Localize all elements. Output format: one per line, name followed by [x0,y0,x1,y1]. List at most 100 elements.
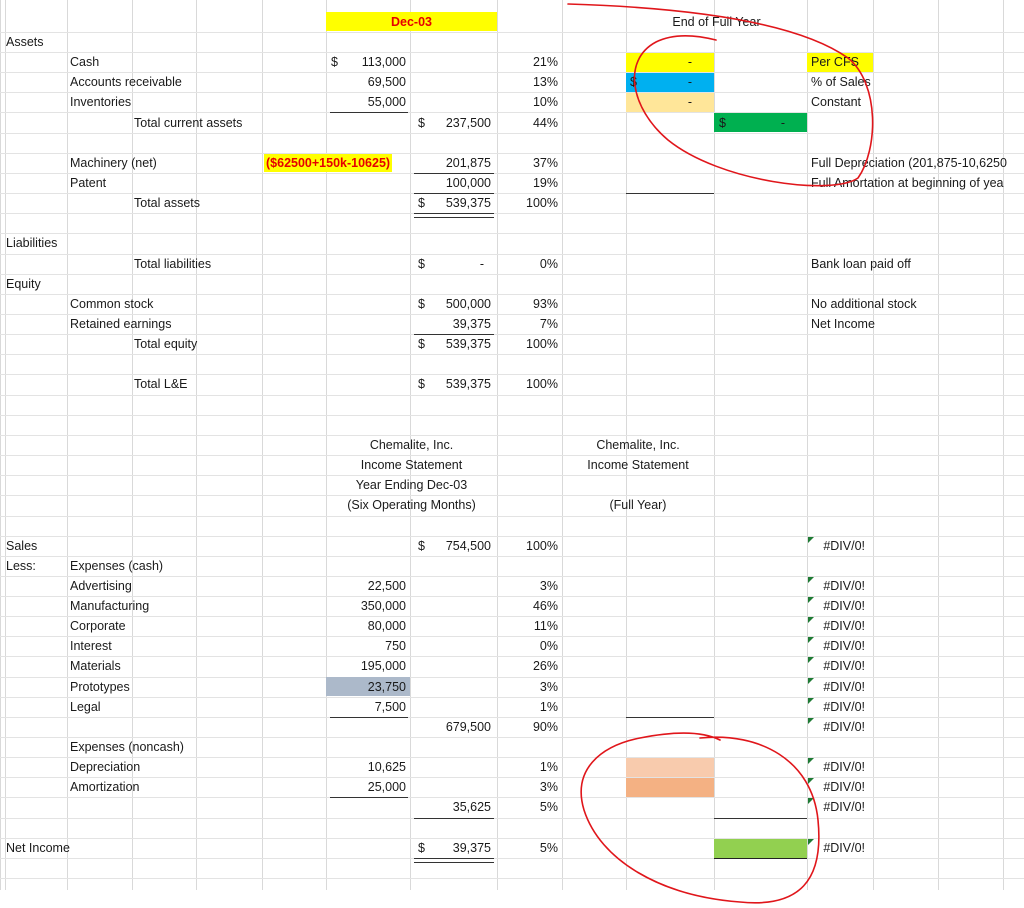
advertising-pct[interactable]: 3% [539,579,558,593]
legal-value[interactable]: 7,500 [374,700,406,714]
interest-label[interactable]: Interest [70,639,112,653]
advertising-value[interactable]: 22,500 [367,579,406,593]
total-liab-pct[interactable]: 0% [539,257,558,271]
is-left-title-2[interactable]: Income Statement [360,458,463,472]
net-income-full[interactable]: #DIV/0! [823,841,865,855]
materials-full[interactable]: #DIV/0! [823,659,865,673]
cash-expenses-full[interactable]: #DIV/0! [823,720,865,734]
cash-expenses-total[interactable]: 679,500 [445,720,491,734]
total-liab-value[interactable]: - [479,257,484,271]
inventories-label[interactable]: Inventories [70,95,132,109]
prototypes-label[interactable]: Prototypes [70,680,130,694]
legal-pct[interactable]: 1% [539,700,558,714]
patent-value[interactable]: 100,000 [445,176,491,190]
sales-full[interactable]: #DIV/0! [823,539,865,553]
sales-value[interactable]: 754,500 [445,539,491,553]
cash-value[interactable]: 113,000 [361,55,406,69]
cash-label[interactable]: Cash [70,55,100,69]
retained-pct[interactable]: 7% [539,317,558,331]
ar-label[interactable]: Accounts receivable [70,75,182,89]
inventories-pct[interactable]: 10% [532,95,558,109]
amortization-pct[interactable]: 3% [539,780,558,794]
is-left-title-4[interactable]: (Six Operating Months) [347,498,476,512]
noncash-expenses-full[interactable]: #DIV/0! [823,800,865,814]
patent-label[interactable]: Patent [70,176,107,190]
prototypes-pct[interactable]: 3% [539,680,558,694]
cash-pct[interactable]: 21% [532,55,558,69]
total-current-value[interactable]: 237,500 [445,116,491,130]
net-income-label[interactable]: Net Income [6,841,70,855]
note-patent[interactable]: Full Amortation at beginning of yea [811,176,1004,190]
note-retained[interactable]: Net Income [811,317,875,331]
sales-label[interactable]: Sales [6,539,38,553]
amortization-full[interactable]: #DIV/0! [823,780,865,794]
note-cash[interactable]: Per CFS [811,55,859,69]
machinery-pct[interactable]: 37% [532,156,558,170]
corporate-full[interactable]: #DIV/0! [823,619,865,633]
noncash-expenses-pct[interactable]: 5% [539,800,558,814]
less-label[interactable]: Less: [6,559,36,573]
note-ar[interactable]: % of Sales [811,75,871,89]
depreciation-pct[interactable]: 1% [539,760,558,774]
legal-full[interactable]: #DIV/0! [823,700,865,714]
cash-expenses-label[interactable]: Expenses (cash) [70,559,164,573]
is-left-title-3[interactable]: Year Ending Dec-03 [355,478,468,492]
net-income-value[interactable]: 39,375 [452,841,491,855]
total-current-pct[interactable]: 44% [532,116,558,130]
ar-pct[interactable]: 13% [532,75,558,89]
prototypes-full[interactable]: #DIV/0! [823,680,865,694]
total-equity-label[interactable]: Total equity [134,337,198,351]
retained-value[interactable]: 39,375 [452,317,491,331]
manufacturing-full[interactable]: #DIV/0! [823,599,865,613]
machinery-label[interactable]: Machinery (net) [70,156,157,170]
machinery-value[interactable]: 201,875 [445,156,491,170]
total-assets-value[interactable]: 539,375 [445,196,491,210]
depreciation-value[interactable]: 10,625 [367,760,406,774]
corporate-pct[interactable]: 11% [533,619,558,633]
total-assets-label[interactable]: Total assets [134,196,201,210]
amortization-value[interactable]: 25,000 [367,780,406,794]
total-current-label[interactable]: Total current assets [134,116,243,130]
legal-label[interactable]: Legal [70,700,101,714]
inventories-value[interactable]: 55,000 [367,95,406,109]
materials-value[interactable]: 195,000 [360,659,406,673]
note-common[interactable]: No additional stock [811,297,917,311]
noncash-expenses-total[interactable]: 35,625 [452,800,491,814]
total-le-label[interactable]: Total L&E [134,377,188,391]
prototypes-value[interactable]: 23,750 [367,680,406,694]
liabilities-label[interactable]: Liabilities [6,236,58,250]
manufacturing-pct[interactable]: 46% [532,599,558,613]
common-pct[interactable]: 93% [532,297,558,311]
materials-pct[interactable]: 26% [532,659,558,673]
total-assets-pct[interactable]: 100% [526,196,558,210]
manufacturing-value[interactable]: 350,000 [360,599,406,613]
corporate-label[interactable]: Corporate [70,619,126,633]
cash-expenses-pct[interactable]: 90% [532,720,558,734]
total-le-pct[interactable]: 100% [526,377,558,391]
net-income-pct[interactable]: 5% [539,841,558,855]
assets-label[interactable]: Assets [6,35,44,49]
is-right-title-1[interactable]: Chemalite, Inc. [596,438,680,452]
note-inv[interactable]: Constant [811,95,862,109]
total-le-value[interactable]: 539,375 [445,377,491,391]
manufacturing-label[interactable]: Manufacturing [70,599,150,613]
patent-pct[interactable]: 19% [532,176,558,190]
depreciation-label[interactable]: Depreciation [70,760,141,774]
interest-pct[interactable]: 0% [539,639,558,653]
note-liab[interactable]: Bank loan paid off [811,257,911,271]
full-year-header[interactable]: End of Full Year [672,15,761,29]
common-label[interactable]: Common stock [70,297,154,311]
interest-full[interactable]: #DIV/0! [823,639,865,653]
noncash-expenses-label[interactable]: Expenses (noncash) [70,740,184,754]
full-year-cash-value[interactable]: - [687,55,692,69]
interest-value[interactable]: 750 [385,639,406,653]
is-left-title-1[interactable]: Chemalite, Inc. [369,438,454,452]
amortization-label[interactable]: Amortization [70,780,140,794]
total-equity-value[interactable]: 539,375 [445,337,491,351]
period-header[interactable]: Dec-03 [391,15,432,29]
materials-label[interactable]: Materials [70,659,121,673]
ar-value[interactable]: 69,500 [367,75,406,89]
equity-label[interactable]: Equity [6,277,41,291]
full-year-tca-value[interactable]: - [780,116,785,130]
